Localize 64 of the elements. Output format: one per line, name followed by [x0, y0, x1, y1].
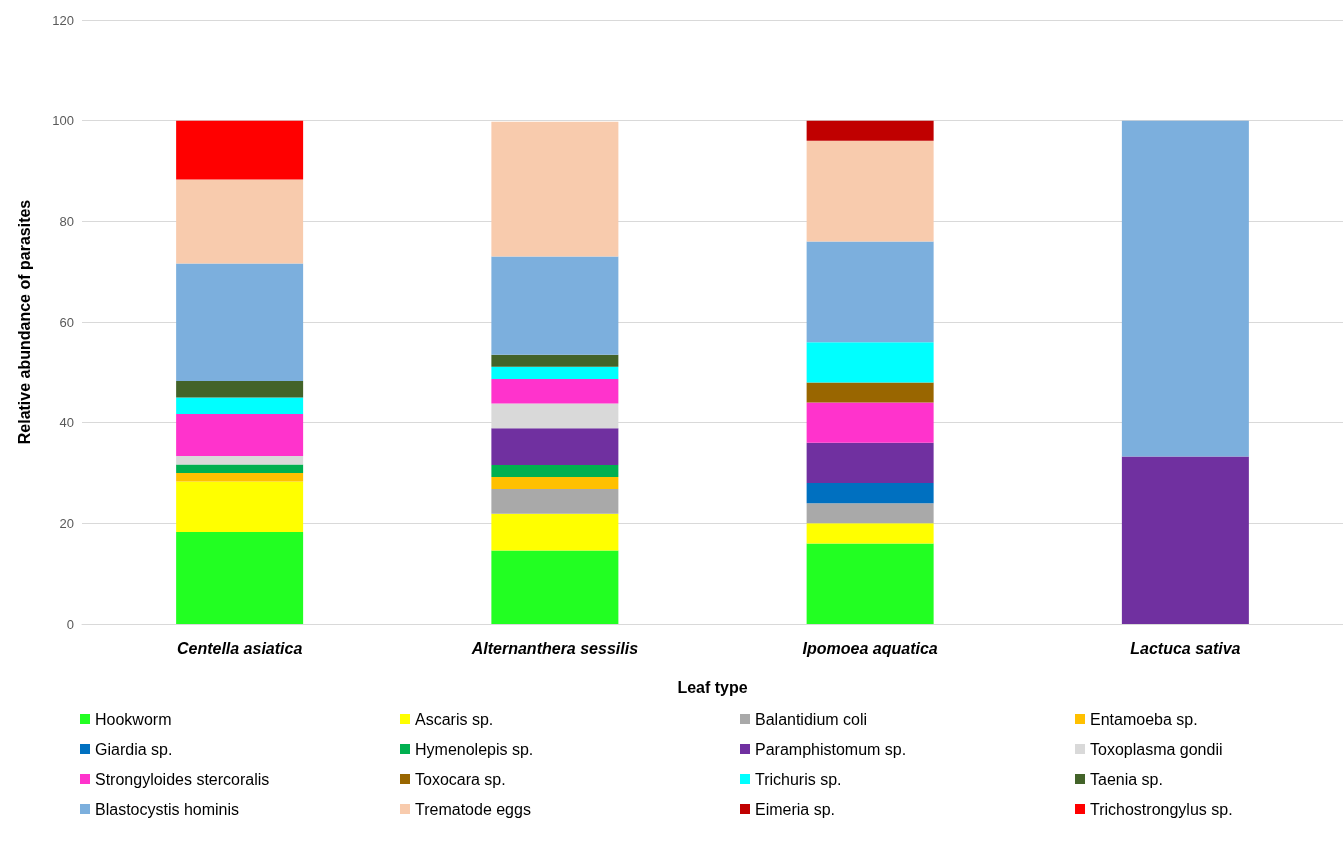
bar — [176, 455, 304, 465]
y-tick-label: 60 — [59, 314, 74, 330]
bar — [1121, 120, 1249, 457]
bar — [176, 414, 304, 456]
bar — [491, 513, 619, 551]
legend-label: Eimeria sp. — [755, 800, 836, 818]
legend-label: Hymenolepis sp. — [415, 740, 534, 758]
bar — [806, 342, 934, 383]
legend-label: Blastocystis hominis — [95, 800, 240, 818]
bar — [491, 121, 619, 257]
y-tick-label: 120 — [52, 12, 74, 28]
y-tick-label: 0 — [66, 616, 74, 632]
bar — [491, 428, 619, 465]
y-axis-title: Relative abundance of parasites — [15, 199, 33, 445]
y-tick-label: 80 — [59, 213, 74, 229]
bar — [491, 378, 619, 404]
legend-label: Ascaris sp. — [415, 710, 494, 728]
x-tick-label: Alternanthera sessilis — [470, 639, 639, 657]
bar — [491, 366, 619, 379]
bar — [806, 120, 934, 141]
bar — [491, 256, 619, 355]
legend-label: Strongyloides stercoralis — [95, 770, 270, 788]
bar — [176, 481, 304, 532]
legend-label: Taenia sp. — [1090, 770, 1163, 788]
bar — [176, 120, 304, 180]
y-tick-label: 40 — [59, 415, 74, 431]
legend-label: Toxoplasma gondii — [1090, 740, 1223, 758]
bar — [806, 523, 934, 544]
bar — [176, 179, 304, 264]
bar — [176, 531, 304, 624]
bar — [491, 477, 619, 490]
x-tick-label: Lactuca sativa — [1130, 639, 1241, 657]
legend-label: Balantidium coli — [755, 710, 868, 728]
x-axis-title: Leaf type — [677, 678, 748, 696]
bar — [806, 543, 934, 624]
legend-label: Trichostrongylus sp. — [1090, 800, 1233, 818]
bar — [176, 263, 304, 381]
legend-label: Giardia sp. — [95, 740, 173, 758]
bar — [491, 464, 619, 478]
bar — [806, 140, 934, 242]
bar — [806, 503, 934, 524]
bar — [176, 464, 304, 473]
y-tick-label: 20 — [59, 515, 74, 531]
bar — [806, 442, 934, 484]
legend-label: Toxocara sp. — [415, 770, 506, 788]
x-tick-label: Centella asiatica — [176, 639, 303, 657]
bar — [806, 241, 934, 343]
bar — [176, 397, 304, 415]
bar — [491, 550, 619, 624]
bar — [491, 489, 619, 514]
legend-label: Paramphistomum sp. — [755, 740, 907, 758]
bar — [806, 402, 934, 443]
y-tick-label: 100 — [52, 113, 74, 129]
legend-label: Entamoeba sp. — [1090, 710, 1198, 728]
legend-label: Trematode eggs — [415, 800, 531, 818]
x-tick-label: Ipomoea aquatica — [802, 639, 938, 657]
bar — [176, 473, 304, 482]
legend-label: Hookworm — [95, 710, 172, 728]
bar — [806, 382, 934, 403]
bar — [176, 380, 304, 398]
bar — [1121, 456, 1249, 624]
legend-label: Trichuris sp. — [755, 770, 842, 788]
bar — [806, 483, 934, 504]
bar — [491, 354, 619, 367]
